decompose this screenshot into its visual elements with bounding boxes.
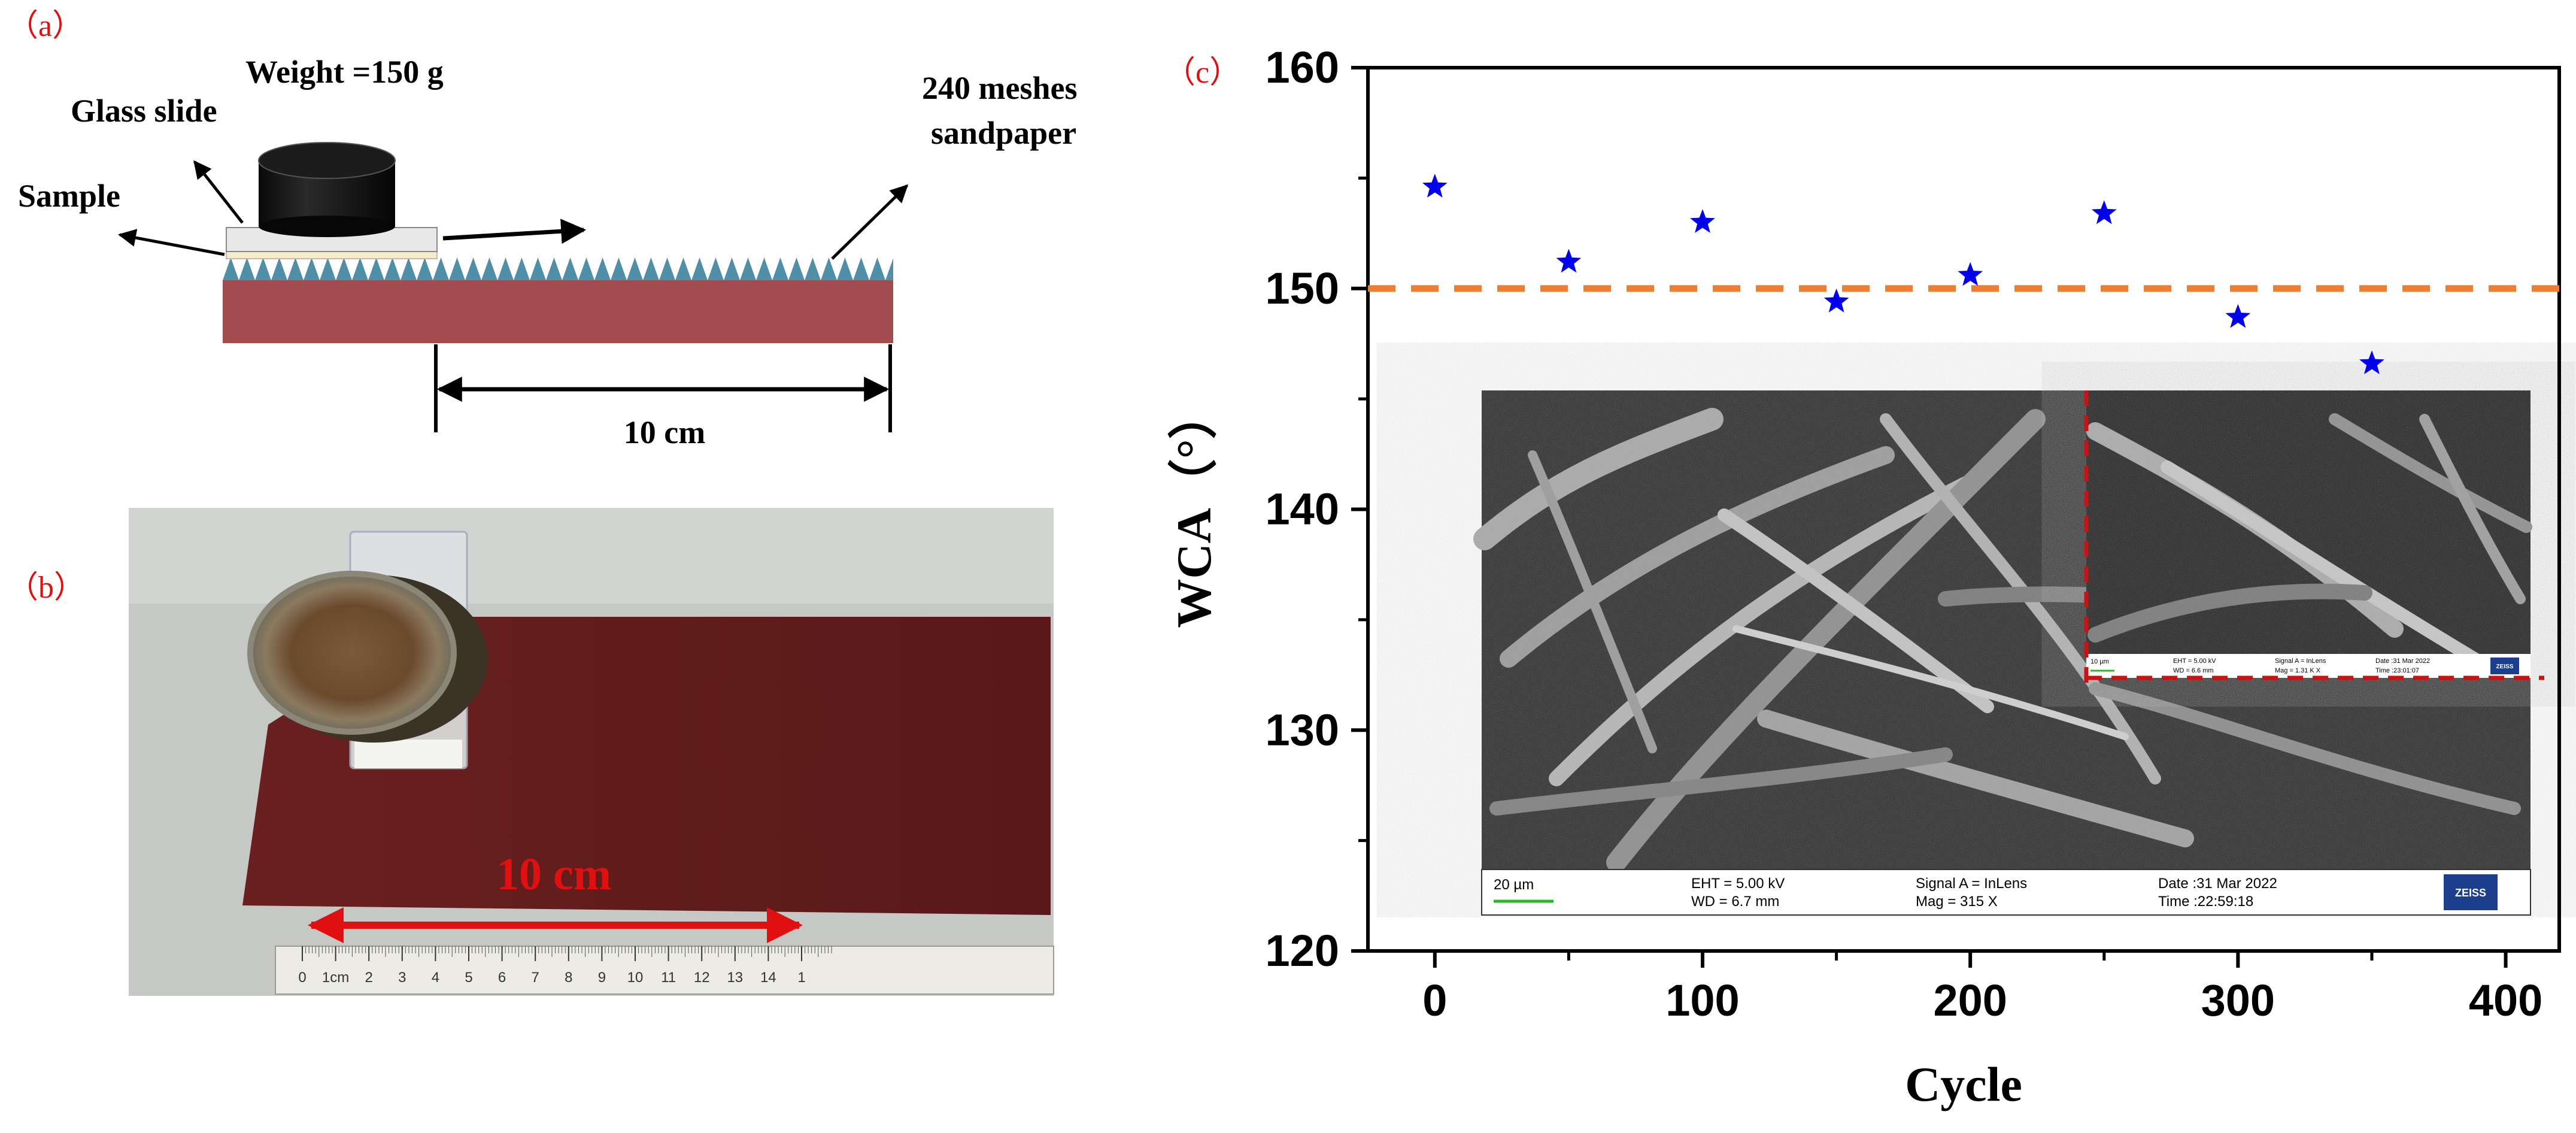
sem-info-bar bbox=[1481, 869, 2531, 916]
sem-inset-logo-text: ZEISS bbox=[2496, 664, 2514, 670]
x-tick-label: 200 bbox=[1933, 976, 2007, 1025]
sem-image: 20 µm EHT = 5.00 kV WD = 6.7 mm Signal A… bbox=[1473, 390, 2544, 916]
y-tick-label: 140 bbox=[1266, 484, 1339, 534]
y-tick-label: 150 bbox=[1266, 263, 1339, 313]
sem-mag: Mag = 315 X bbox=[1916, 893, 1998, 910]
weight-label: Weight =150 g bbox=[245, 54, 444, 90]
panel-b: （b） 0 1cm 2 3 4 5 6 7 8 9 10 11 12 13 14 1 10 cm bbox=[7, 508, 1054, 996]
ruler-tick-label: 12 bbox=[694, 970, 710, 986]
sem-inset-logo bbox=[2490, 658, 2519, 674]
x-axis-ticks: 0 100 200 300 400 bbox=[1422, 951, 2542, 1025]
data-point-star bbox=[2359, 350, 2384, 374]
sem-inset-info-bar bbox=[2086, 654, 2531, 678]
x-tick-label: 100 bbox=[1665, 976, 1739, 1025]
y-tick-label: 130 bbox=[1266, 705, 1339, 755]
data-point-star bbox=[1958, 262, 1983, 286]
photo-background-top bbox=[129, 508, 1054, 604]
photo-distance-label: 10 cm bbox=[496, 849, 611, 899]
y-axis-ticks: 120 130 140 150 160 bbox=[1266, 43, 1368, 976]
data-point-star bbox=[1690, 209, 1715, 233]
sem-inset-mag: Mag = 1.31 K X bbox=[2275, 667, 2321, 674]
x-tick-label: 300 bbox=[2201, 976, 2275, 1025]
sample-layer bbox=[226, 251, 438, 259]
sem-eht: EHT = 5.00 kV bbox=[1691, 875, 1785, 892]
ruler-tick-label: 1cm bbox=[322, 970, 349, 986]
data-point-star bbox=[1556, 249, 1582, 273]
sem-inset-scale-label: 10 µm bbox=[2090, 658, 2109, 665]
sandpaper-base bbox=[223, 280, 893, 343]
y-tick-label: 160 bbox=[1266, 43, 1339, 92]
ruler-tick-label: 3 bbox=[398, 970, 406, 986]
x-axis-label: Cycle bbox=[1905, 1057, 2022, 1111]
ruler-tick-label: 13 bbox=[727, 970, 743, 986]
sem-inset-wd: WD = 6.6 mm bbox=[2173, 667, 2214, 674]
panel-c: （c） 20 bbox=[1164, 43, 2561, 1111]
ruler-tick-label: 2 bbox=[365, 970, 373, 986]
sandpaper-arrow bbox=[831, 184, 909, 260]
x-tick-label: 0 bbox=[1422, 976, 1447, 1025]
sem-scale-label: 20 µm bbox=[1494, 877, 1534, 893]
sem-logo bbox=[2444, 874, 2498, 910]
sem-signal: Signal A = InLens bbox=[1916, 875, 2027, 892]
x-tick-label: 400 bbox=[2469, 976, 2542, 1025]
sample-label: Sample bbox=[18, 178, 120, 214]
sem-inset-time: Time :23:01:07 bbox=[2375, 667, 2419, 674]
data-points bbox=[1422, 174, 2384, 374]
photo-sample-strip bbox=[354, 740, 462, 768]
y-axis-label: WCA（°） bbox=[1167, 390, 1221, 628]
ruler-tick-label: 11 bbox=[661, 970, 676, 986]
sem-wd: WD = 6.7 mm bbox=[1691, 893, 1779, 910]
sem-time: Time :22:59:18 bbox=[2158, 893, 2253, 910]
motion-arrow bbox=[442, 219, 587, 244]
weight-cylinder-top bbox=[258, 142, 396, 179]
sample-arrow bbox=[118, 229, 225, 256]
ruler-ticks: 0 1cm 2 3 4 5 6 7 8 9 10 11 12 13 14 1 bbox=[298, 946, 832, 986]
ruler-tick-label: 10 bbox=[627, 970, 644, 986]
ruler-tick-label: 1 bbox=[797, 970, 805, 986]
panel-a: （a） Weight =150 g Glass slide Sample 240… bbox=[7, 9, 1077, 450]
ruler-tick-label: 7 bbox=[532, 970, 539, 986]
sem-inset-signal: Signal A = InLens bbox=[2275, 658, 2326, 665]
sem-inset-texture bbox=[2086, 390, 2531, 678]
panel-b-label: （b） bbox=[7, 571, 85, 605]
panel-a-label: （a） bbox=[7, 9, 83, 43]
sem-inset-date: Date :31 Mar 2022 bbox=[2375, 658, 2430, 665]
sandpaper-label-line1: 240 meshes bbox=[922, 70, 1077, 106]
ruler-tick-label: 5 bbox=[465, 970, 472, 986]
glass-slide-arrow bbox=[193, 160, 244, 224]
sem-date: Date :31 Mar 2022 bbox=[2158, 875, 2277, 892]
ruler-tick-label: 14 bbox=[760, 970, 776, 986]
photo-ruler bbox=[275, 946, 1054, 995]
ruler-tick-label: 8 bbox=[565, 970, 572, 986]
sem-inset-eht: EHT = 5.00 kV bbox=[2173, 658, 2216, 665]
ruler-tick-label: 6 bbox=[498, 970, 506, 986]
data-point-star bbox=[2225, 304, 2251, 328]
y-tick-label: 120 bbox=[1266, 926, 1339, 976]
panel-c-label: （c） bbox=[1164, 56, 1240, 90]
data-point-star bbox=[1422, 174, 1448, 198]
data-point-star bbox=[2091, 200, 2117, 225]
photo-dish bbox=[247, 571, 457, 735]
sem-logo-text: ZEISS bbox=[2455, 887, 2486, 899]
ruler-tick-label: 9 bbox=[598, 970, 606, 986]
dimension-label: 10 cm bbox=[624, 414, 705, 450]
data-point-star bbox=[1823, 288, 1849, 313]
sandpaper-label-line2: sandpaper bbox=[931, 115, 1076, 151]
weight-cylinder-bottom bbox=[259, 216, 395, 237]
ruler-tick-label: 4 bbox=[432, 970, 439, 986]
glass-slide-label: Glass slide bbox=[71, 93, 217, 129]
sandpaper-grit bbox=[223, 258, 893, 280]
ruler-tick-label: 0 bbox=[298, 970, 306, 986]
